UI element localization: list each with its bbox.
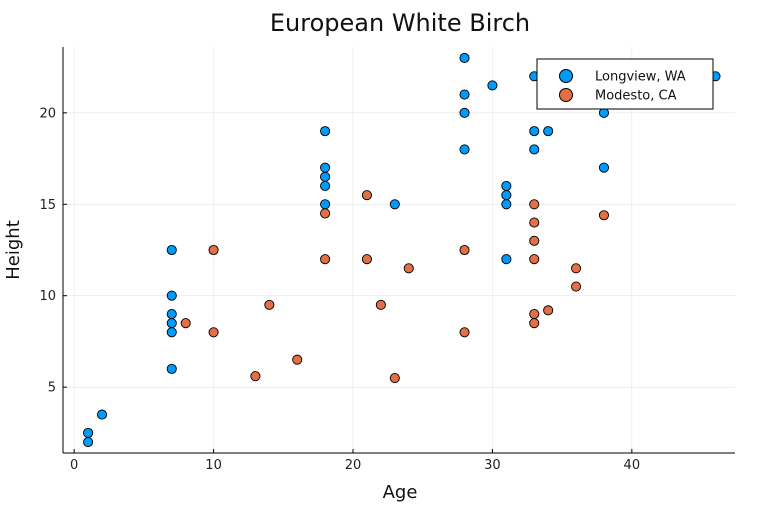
y-tick-label: 20 bbox=[39, 106, 56, 121]
data-point bbox=[459, 89, 470, 100]
data-point bbox=[459, 107, 470, 118]
data-point bbox=[529, 318, 540, 329]
x-tick-label: 0 bbox=[70, 458, 78, 473]
data-point bbox=[320, 171, 331, 182]
data-point bbox=[501, 199, 512, 210]
data-point bbox=[166, 244, 177, 256]
data-point bbox=[501, 254, 512, 265]
data-point bbox=[166, 327, 177, 338]
data-point bbox=[83, 427, 94, 438]
data-point bbox=[571, 263, 582, 274]
data-point bbox=[529, 235, 540, 246]
data-point bbox=[320, 199, 331, 210]
data-point bbox=[83, 436, 94, 448]
series-1 bbox=[83, 52, 721, 448]
data-point bbox=[166, 290, 177, 301]
data-point bbox=[529, 217, 540, 228]
data-point bbox=[501, 190, 512, 201]
axes bbox=[62, 47, 735, 454]
data-point bbox=[361, 190, 372, 201]
x-axis-title: Age bbox=[383, 482, 418, 503]
data-point bbox=[320, 208, 331, 219]
data-point bbox=[250, 371, 261, 382]
data-point bbox=[320, 162, 331, 173]
data-point bbox=[529, 199, 540, 210]
y-tick-label: 15 bbox=[39, 198, 56, 213]
legend-label: Modesto, CA bbox=[595, 89, 677, 104]
data-point bbox=[598, 107, 609, 118]
data-point bbox=[375, 299, 386, 310]
data-point bbox=[459, 327, 470, 338]
y-tick-label: 5 bbox=[48, 381, 56, 396]
data-point bbox=[529, 308, 540, 320]
data-point bbox=[320, 126, 331, 137]
data-point bbox=[529, 254, 540, 265]
data-point bbox=[180, 318, 191, 329]
data-point bbox=[264, 299, 275, 310]
data-point bbox=[487, 80, 498, 91]
legend-marker bbox=[559, 69, 573, 83]
data-points bbox=[83, 52, 721, 448]
legend-label: Longview, WA bbox=[595, 70, 686, 85]
y-tick-label: 10 bbox=[39, 289, 56, 304]
data-point bbox=[208, 327, 219, 338]
x-tick-label: 40 bbox=[624, 458, 641, 473]
data-point bbox=[166, 318, 177, 329]
data-point bbox=[529, 126, 540, 137]
data-point bbox=[459, 244, 470, 256]
data-point bbox=[543, 126, 554, 137]
x-tick-label: 20 bbox=[345, 458, 362, 473]
data-point bbox=[320, 180, 331, 192]
data-point bbox=[529, 144, 540, 155]
y-axis-ticks: 5 10 15 20 bbox=[39, 106, 67, 396]
legend: Longview, WA Modesto, CA bbox=[536, 58, 714, 110]
legend-marker bbox=[559, 88, 573, 102]
data-point bbox=[501, 180, 512, 192]
data-point bbox=[598, 162, 609, 173]
x-tick-label: 10 bbox=[205, 458, 222, 473]
data-point bbox=[543, 305, 554, 316]
x-axis-ticks: 0 10 20 30 40 bbox=[70, 449, 640, 473]
data-point bbox=[320, 254, 331, 265]
data-point bbox=[208, 244, 219, 256]
data-point bbox=[571, 281, 582, 292]
data-point bbox=[598, 210, 609, 221]
data-point bbox=[389, 199, 400, 210]
data-point bbox=[361, 254, 372, 265]
data-point bbox=[96, 409, 108, 420]
chart-title: European White Birch bbox=[270, 9, 530, 37]
data-point bbox=[459, 52, 470, 64]
series-2 bbox=[180, 190, 609, 384]
data-point bbox=[166, 363, 177, 374]
x-tick-label: 30 bbox=[484, 458, 501, 473]
data-point bbox=[403, 263, 414, 274]
data-point bbox=[292, 354, 303, 365]
data-point bbox=[166, 308, 177, 320]
y-axis-title: Height bbox=[3, 220, 24, 280]
data-point bbox=[389, 372, 400, 384]
data-point bbox=[459, 144, 470, 155]
